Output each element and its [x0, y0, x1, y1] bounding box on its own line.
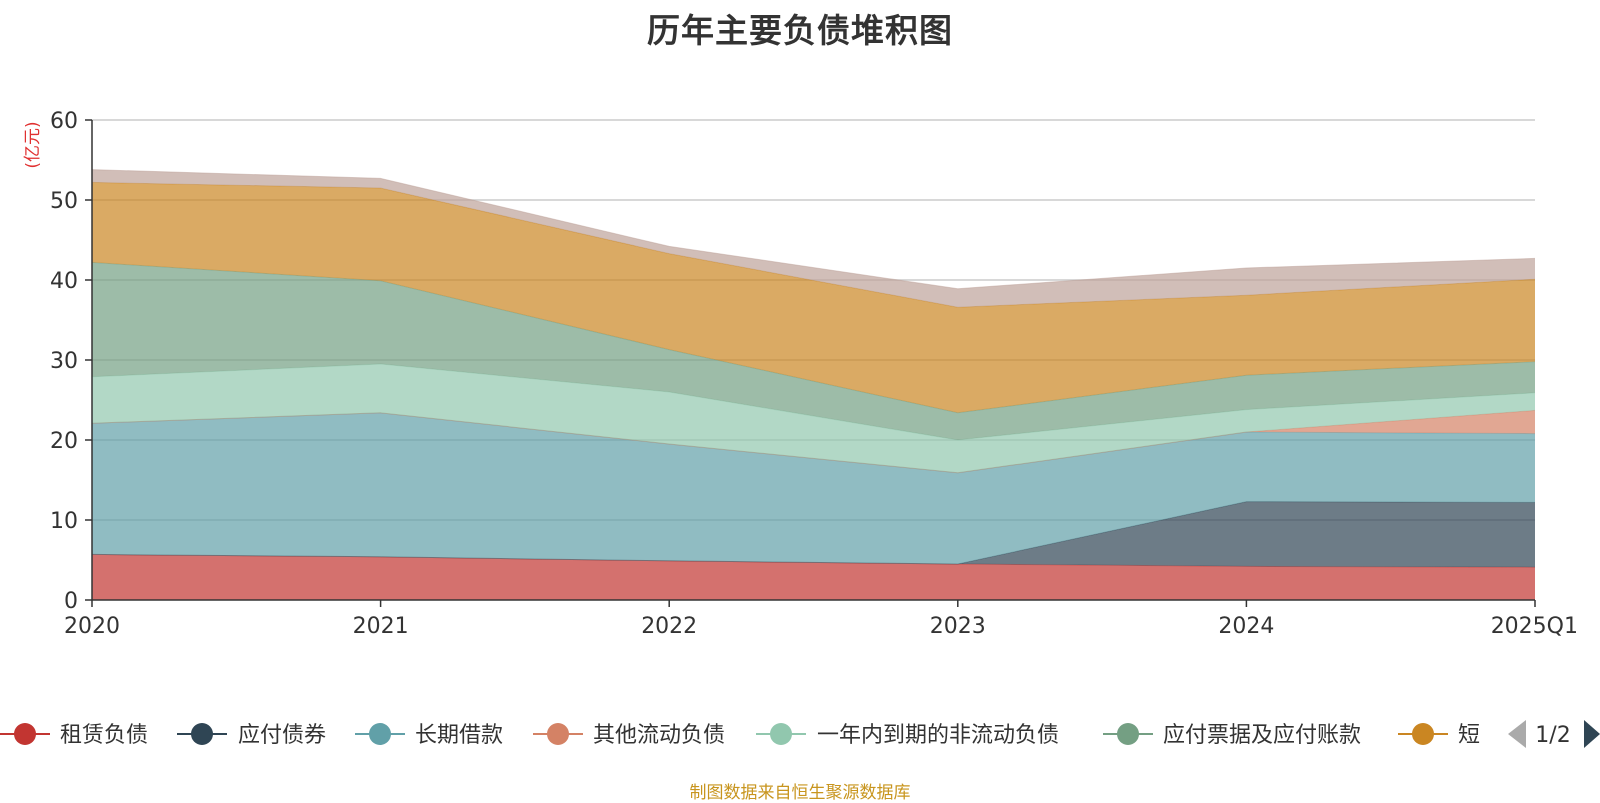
legend-marker-dot — [1412, 723, 1434, 745]
area-series-1 — [92, 501, 1535, 568]
area-series-edge-1 — [91, 501, 1536, 565]
legend-item-1[interactable]: 应付债券 — [177, 723, 326, 748]
legend-next-page-icon[interactable] — [1584, 720, 1600, 748]
legend-marker-dot — [369, 723, 391, 745]
axes: 0 10 20 30 40 50 60 2020 2021 2022 2023 2024 2025Q1 (… — [23, 109, 1578, 639]
x-tick-label: 2025Q1 — [1491, 614, 1578, 639]
y-tick-label: 20 — [50, 429, 78, 454]
y-tick-label: 50 — [50, 189, 78, 214]
data-source-note: 制图数据来自恒生聚源数据库 — [689, 783, 911, 803]
legend-page-indicator: 1/2 — [1535, 723, 1570, 748]
legend-label: 租赁负债 — [60, 723, 148, 748]
x-tick-label: 2024 — [1218, 614, 1274, 639]
legend-marker-dot — [547, 723, 569, 745]
y-tick-label: 60 — [50, 109, 78, 134]
y-tick-label: 30 — [50, 349, 78, 374]
x-tick-label: 2021 — [353, 614, 409, 639]
y-tick-label: 0 — [64, 589, 78, 614]
y-axis-unit-label: (亿元) — [23, 121, 43, 168]
legend-prev-page-icon[interactable] — [1508, 720, 1526, 748]
y-tick-label: 10 — [50, 509, 78, 534]
legend-item-3[interactable]: 其他流动负债 — [533, 723, 725, 748]
legend-item-2[interactable]: 长期借款 — [355, 723, 503, 748]
area-series-7 — [92, 169, 1535, 308]
legend-marker-dot — [770, 723, 792, 745]
x-tick-label: 2023 — [930, 614, 986, 639]
legend-label: 长期借款 — [415, 723, 503, 748]
legend-label: 一年内到期的非流动负债 — [817, 723, 1059, 748]
legend-label: 应付债券 — [238, 723, 326, 748]
legend[interactable]: 租赁负债 应付债券 长期借款 其他流动负债 一年内到期的非流动负债 应付票据及应付账款 短 1… — [0, 720, 1600, 748]
legend-marker-dot — [1117, 723, 1139, 745]
area-series-2 — [92, 412, 1535, 564]
chart-title: 历年主要负债堆积图 — [647, 11, 953, 50]
x-tick-label: 2020 — [64, 614, 120, 639]
legend-item-0[interactable]: 租赁负债 — [0, 723, 148, 748]
area-series-5 — [92, 262, 1535, 440]
legend-label: 短 — [1458, 723, 1480, 748]
area-series-edge-7 — [91, 169, 1536, 290]
area-series-4 — [92, 364, 1535, 473]
area-series-6 — [92, 182, 1535, 413]
legend-marker-dot — [14, 723, 36, 745]
legend-item-5[interactable]: 应付票据及应付账款 — [1103, 723, 1361, 748]
legend-item-6[interactable]: 短 — [1398, 723, 1480, 748]
legend-item-4[interactable]: 一年内到期的非流动负债 — [756, 723, 1059, 748]
legend-label: 应付票据及应付账款 — [1163, 723, 1361, 748]
y-tick-label: 40 — [50, 269, 78, 294]
legend-marker-dot — [191, 723, 213, 745]
x-tick-label: 2022 — [641, 614, 697, 639]
area-series-group — [91, 169, 1536, 600]
legend-label: 其他流动负债 — [593, 723, 725, 748]
